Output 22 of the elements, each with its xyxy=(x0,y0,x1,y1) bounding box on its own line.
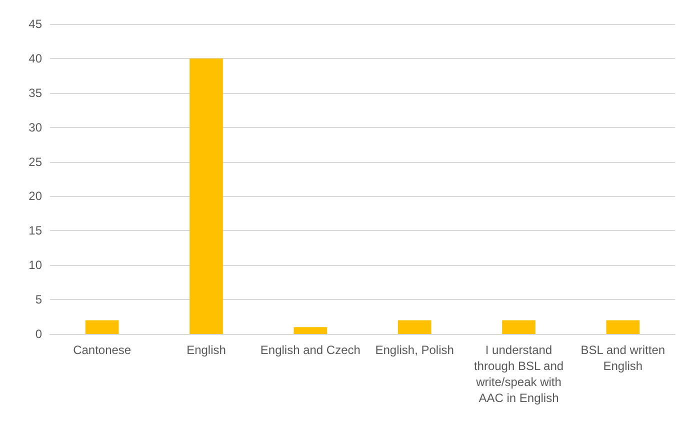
y-tick-label: 15 xyxy=(28,224,42,238)
y-tick-label: 25 xyxy=(28,154,42,169)
bar xyxy=(606,320,640,334)
bar xyxy=(190,58,223,334)
y-tick-label: 35 xyxy=(28,86,42,100)
bar xyxy=(85,320,119,334)
y-tick-label: 10 xyxy=(28,258,42,272)
x-tick-label: English, Polish xyxy=(375,343,454,357)
y-tick-label: 30 xyxy=(28,120,42,134)
bar xyxy=(398,320,432,334)
x-tick-label: I understand through BSL and write/speak with AAC in English xyxy=(474,343,564,405)
y-tick-label: 45 xyxy=(28,17,42,31)
x-tick-label: Cantonese xyxy=(73,343,132,357)
bar xyxy=(502,320,536,334)
y-tick-label: 20 xyxy=(28,189,42,204)
x-tick-label: BSL and written English xyxy=(580,343,666,373)
x-tick-label: English and Czech xyxy=(260,343,360,357)
y-tick-label: 40 xyxy=(28,51,42,66)
y-tick-label: 0 xyxy=(35,327,42,341)
bar xyxy=(294,327,328,334)
x-tick-label: English xyxy=(186,343,226,357)
y-tick-label: 5 xyxy=(35,292,42,307)
